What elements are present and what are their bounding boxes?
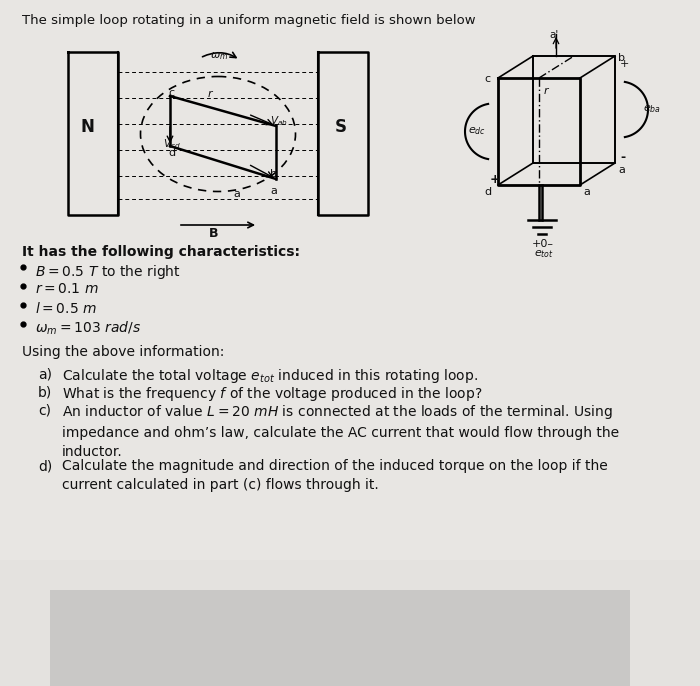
Text: $e_{dc}$: $e_{dc}$ bbox=[468, 125, 486, 137]
Bar bbox=[0, 582, 700, 585]
Text: c: c bbox=[484, 74, 490, 84]
Bar bbox=[0, 608, 700, 611]
Text: a: a bbox=[583, 187, 590, 197]
Text: $V_{cd}$: $V_{cd}$ bbox=[163, 137, 181, 151]
Bar bbox=[0, 598, 700, 600]
Bar bbox=[0, 578, 700, 580]
Bar bbox=[0, 618, 700, 620]
Bar bbox=[0, 563, 700, 565]
Bar bbox=[0, 593, 700, 595]
Bar bbox=[0, 656, 700, 659]
Bar bbox=[0, 653, 700, 656]
Bar bbox=[0, 671, 700, 674]
Text: $l = 0.5\ m$: $l = 0.5\ m$ bbox=[35, 301, 97, 316]
Bar bbox=[0, 626, 700, 628]
Bar bbox=[0, 661, 700, 663]
Text: $e_{ba}$: $e_{ba}$ bbox=[643, 103, 661, 115]
Bar bbox=[0, 678, 700, 681]
Bar bbox=[0, 595, 700, 598]
Text: r: r bbox=[208, 89, 213, 99]
Bar bbox=[0, 628, 700, 630]
Text: Calculate the magnitude and direction of the induced torque on the loop if the
c: Calculate the magnitude and direction of… bbox=[62, 459, 608, 492]
Bar bbox=[0, 641, 700, 643]
Text: $\omega_m$: $\omega_m$ bbox=[210, 50, 228, 62]
Text: -: - bbox=[620, 151, 625, 164]
Text: a': a' bbox=[550, 30, 559, 40]
Bar bbox=[0, 580, 700, 582]
Text: An inductor of value $L = 20\ mH$ is connected at the loads of the terminal. Usi: An inductor of value $L = 20\ mH$ is con… bbox=[62, 403, 619, 459]
Bar bbox=[0, 600, 700, 603]
Bar bbox=[0, 570, 700, 573]
Text: c): c) bbox=[38, 403, 51, 417]
Text: b: b bbox=[270, 169, 277, 179]
Text: S: S bbox=[335, 118, 347, 136]
Text: a: a bbox=[233, 189, 240, 199]
Text: It has the following characteristics:: It has the following characteristics: bbox=[22, 245, 300, 259]
Bar bbox=[0, 605, 700, 608]
Bar bbox=[0, 630, 700, 633]
Bar bbox=[0, 681, 700, 683]
Text: b: b bbox=[618, 53, 625, 63]
Bar bbox=[0, 636, 700, 638]
Bar bbox=[0, 663, 700, 666]
Text: r: r bbox=[544, 86, 549, 96]
Text: +0–: +0– bbox=[532, 239, 554, 249]
Bar bbox=[0, 646, 700, 648]
Text: $\omega_m = 103\ rad/s$: $\omega_m = 103\ rad/s$ bbox=[35, 320, 141, 338]
Text: b): b) bbox=[38, 385, 52, 399]
Text: $r = 0.1\ m$: $r = 0.1\ m$ bbox=[35, 282, 99, 296]
Bar bbox=[0, 588, 700, 590]
Text: a: a bbox=[270, 186, 277, 196]
Text: What is the frequency $f$ of the voltage produced in the loop?: What is the frequency $f$ of the voltage… bbox=[62, 385, 482, 403]
Bar bbox=[0, 648, 700, 651]
Text: $e_{tot}$: $e_{tot}$ bbox=[534, 248, 554, 260]
Bar bbox=[0, 651, 700, 653]
Bar bbox=[0, 560, 700, 563]
Text: The simple loop rotating in a uniform magnetic field is shown below: The simple loop rotating in a uniform ma… bbox=[22, 14, 475, 27]
Bar bbox=[0, 666, 700, 668]
Text: Calculate the total voltage $e_{tot}$ induced in this rotating loop.: Calculate the total voltage $e_{tot}$ in… bbox=[62, 367, 478, 385]
Text: N: N bbox=[80, 118, 94, 136]
Text: $B = 0.5\ T$ to the right: $B = 0.5\ T$ to the right bbox=[35, 263, 181, 281]
Bar bbox=[0, 638, 700, 641]
Bar bbox=[0, 567, 700, 570]
Bar bbox=[0, 676, 700, 678]
Bar bbox=[0, 683, 700, 686]
Bar bbox=[0, 615, 700, 618]
Bar bbox=[0, 611, 700, 613]
Text: c: c bbox=[168, 88, 174, 98]
Text: B: B bbox=[209, 227, 218, 240]
Text: a): a) bbox=[38, 367, 52, 381]
Text: d): d) bbox=[38, 459, 52, 473]
Text: Using the above information:: Using the above information: bbox=[22, 345, 225, 359]
Text: +: + bbox=[490, 173, 500, 186]
Bar bbox=[0, 575, 700, 578]
Bar bbox=[0, 633, 700, 636]
Bar bbox=[0, 620, 700, 623]
Bar bbox=[0, 603, 700, 605]
Bar bbox=[50, 590, 630, 686]
Bar bbox=[0, 668, 700, 671]
Text: +: + bbox=[620, 59, 629, 69]
Bar bbox=[0, 565, 700, 567]
Bar bbox=[0, 585, 700, 588]
Text: a: a bbox=[618, 165, 625, 175]
Text: $V_{ab}$: $V_{ab}$ bbox=[270, 114, 288, 128]
Bar bbox=[0, 573, 700, 575]
Text: d: d bbox=[484, 187, 491, 197]
Bar bbox=[0, 674, 700, 676]
Bar bbox=[0, 590, 700, 593]
Bar bbox=[0, 623, 700, 626]
Bar bbox=[0, 613, 700, 615]
Text: d: d bbox=[168, 148, 175, 158]
Bar bbox=[0, 659, 700, 661]
Bar bbox=[0, 643, 700, 646]
